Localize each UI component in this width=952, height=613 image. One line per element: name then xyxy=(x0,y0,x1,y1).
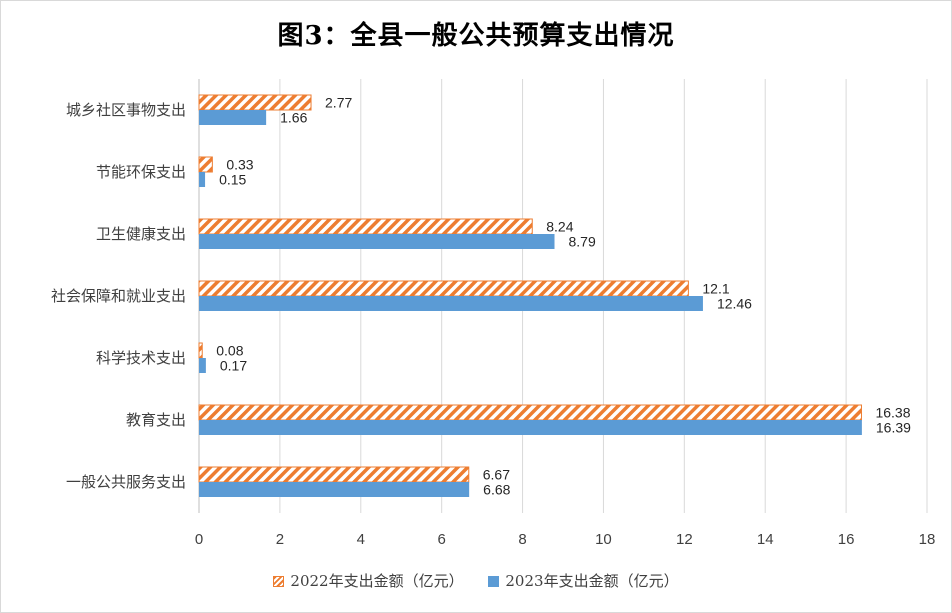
category-label-6: 城乡社区事物支出 xyxy=(66,101,186,119)
data-label-2022-6: 2.77 xyxy=(325,95,352,111)
bar-2022-4 xyxy=(198,218,533,235)
bar-2023-4 xyxy=(199,234,555,249)
x-tick-label-6: 12 xyxy=(676,531,693,548)
bar-2022-3 xyxy=(198,280,689,297)
x-tick-label-8: 16 xyxy=(838,531,855,548)
bar-2023-3 xyxy=(199,296,703,311)
legend-item-2022: 2022年支出金额（亿元） xyxy=(273,570,464,591)
x-tick-label-3: 6 xyxy=(437,531,445,548)
data-label-2022-5: 0.33 xyxy=(226,157,253,173)
x-tick-label-5: 10 xyxy=(595,531,612,548)
data-label-2022-0: 6.67 xyxy=(483,467,510,483)
category-label-2: 科学技术支出 xyxy=(96,349,186,367)
data-label-2023-5: 0.15 xyxy=(219,172,246,188)
legend: 2022年支出金额（亿元） 2023年支出金额（亿元） xyxy=(1,570,951,591)
x-tick-label-2: 4 xyxy=(357,531,365,548)
data-label-2023-1: 16.39 xyxy=(876,420,911,436)
legend-label-2022: 2022年支出金额（亿元） xyxy=(290,572,464,590)
x-tick-label-0: 0 xyxy=(195,531,203,548)
data-label-2023-6: 1.66 xyxy=(280,110,307,126)
bar-2022-5 xyxy=(198,156,213,173)
data-label-2022-4: 8.24 xyxy=(546,219,573,235)
bar-2023-5 xyxy=(199,172,206,187)
data-label-2023-3: 12.46 xyxy=(717,296,752,312)
legend-label-2023: 2023年支出金额（亿元） xyxy=(505,572,679,590)
bar-2022-2 xyxy=(198,342,203,359)
x-tick-label-4: 8 xyxy=(518,531,526,548)
category-label-3: 社会保障和就业支出 xyxy=(51,287,186,305)
x-tick-label-1: 2 xyxy=(276,531,284,548)
data-label-2022-1: 16.38 xyxy=(875,405,910,421)
data-label-2023-2: 0.17 xyxy=(220,358,247,374)
data-label-2023-4: 8.79 xyxy=(569,234,596,250)
x-tick-label-9: 18 xyxy=(919,531,936,548)
x-tick-label-7: 14 xyxy=(757,531,774,548)
data-label-2023-0: 6.68 xyxy=(483,482,510,498)
data-label-2022-3: 12.1 xyxy=(702,281,729,297)
legend-item-2023: 2023年支出金额（亿元） xyxy=(488,570,679,591)
category-label-4: 卫生健康支出 xyxy=(96,225,186,243)
legend-swatch-2022 xyxy=(273,576,285,587)
bar-2023-1 xyxy=(199,420,862,435)
bar-2023-0 xyxy=(199,482,470,497)
bar-2023-6 xyxy=(199,110,267,125)
data-label-2022-2: 0.08 xyxy=(216,343,243,359)
bar-2022-1 xyxy=(198,404,862,421)
category-label-0: 一般公共服务支出 xyxy=(66,473,186,491)
bar-2023-2 xyxy=(199,358,206,373)
chart-title: 图3：全县一般公共预算支出情况 xyxy=(277,21,675,51)
bar-2022-6 xyxy=(198,94,312,111)
category-label-5: 节能环保支出 xyxy=(96,163,186,181)
category-label-1: 教育支出 xyxy=(126,411,186,429)
legend-swatch-2023 xyxy=(488,576,500,587)
bar-2022-0 xyxy=(198,466,470,483)
